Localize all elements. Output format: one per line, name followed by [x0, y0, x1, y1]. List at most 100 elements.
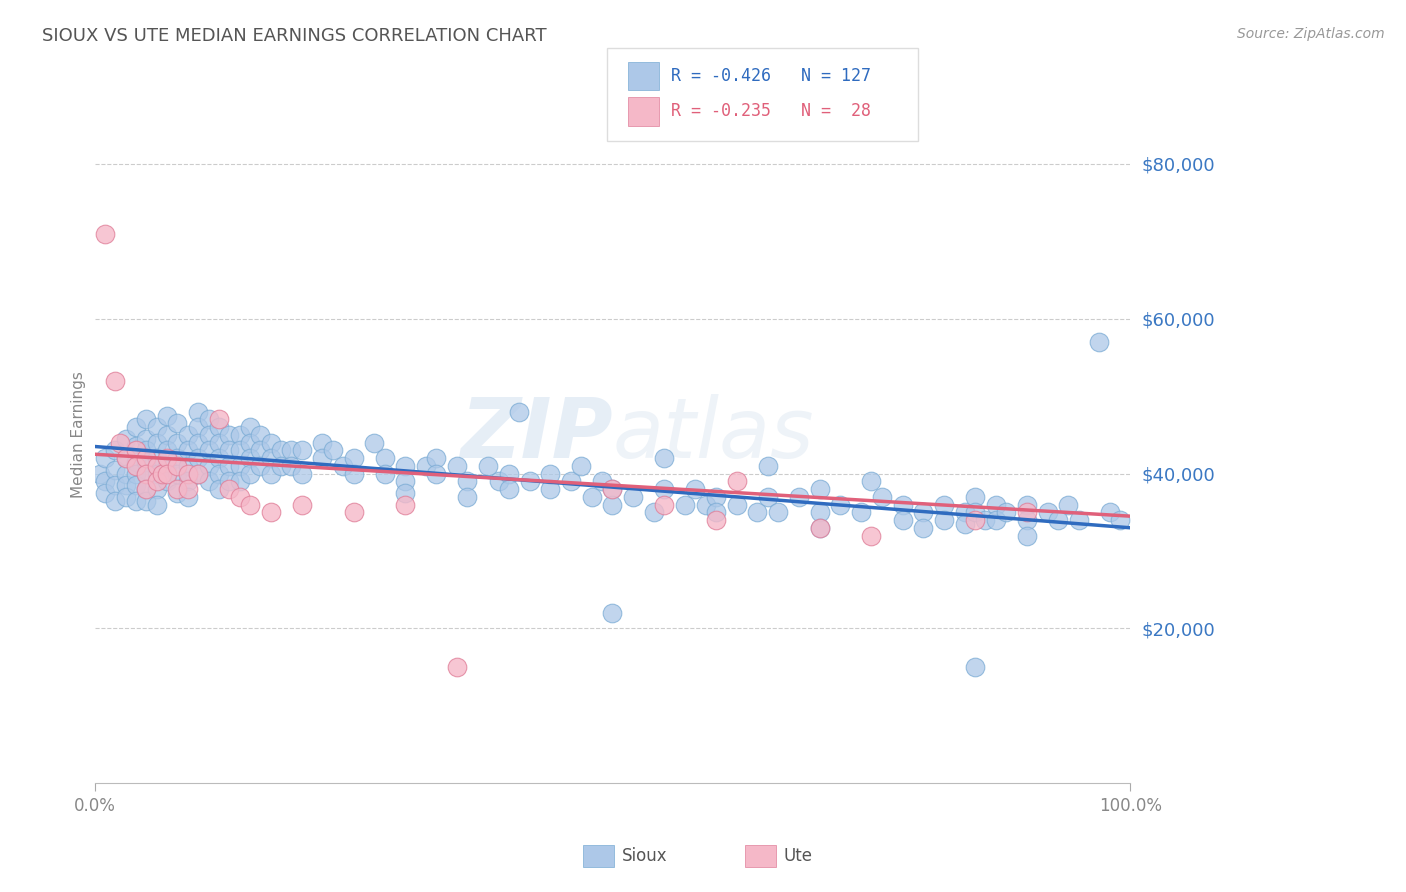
Point: [239, 467, 262, 481]
Point: [228, 458, 250, 473]
Point: [291, 443, 314, 458]
Point: [602, 498, 624, 512]
Point: [456, 490, 478, 504]
Point: [104, 374, 127, 388]
Point: [135, 467, 157, 481]
Point: [208, 412, 231, 426]
Point: [1046, 513, 1069, 527]
Point: [125, 493, 148, 508]
Point: [249, 443, 271, 458]
Point: [135, 443, 157, 458]
Point: [995, 505, 1018, 519]
Point: [187, 420, 209, 434]
Point: [104, 443, 127, 458]
Point: [114, 490, 136, 504]
Point: [145, 420, 167, 434]
Point: [197, 443, 219, 458]
Point: [291, 498, 314, 512]
Point: [415, 458, 437, 473]
Point: [110, 435, 132, 450]
Point: [177, 475, 200, 489]
Point: [704, 513, 727, 527]
Point: [342, 451, 364, 466]
Point: [239, 451, 262, 466]
Point: [228, 475, 250, 489]
Y-axis label: Median Earnings: Median Earnings: [72, 371, 86, 499]
Point: [94, 227, 117, 241]
Point: [135, 493, 157, 508]
Point: [125, 443, 148, 458]
Point: [808, 521, 831, 535]
Point: [498, 467, 520, 481]
Point: [218, 443, 240, 458]
Point: [394, 498, 416, 512]
Point: [581, 490, 603, 504]
Point: [260, 435, 283, 450]
Point: [135, 467, 157, 481]
Point: [394, 458, 416, 473]
Point: [488, 475, 510, 489]
Point: [963, 490, 986, 504]
Point: [953, 516, 976, 531]
Point: [208, 451, 231, 466]
Point: [145, 475, 167, 489]
Point: [89, 467, 111, 481]
Point: [342, 467, 364, 481]
Point: [725, 498, 748, 512]
Point: [270, 458, 292, 473]
Point: [725, 475, 748, 489]
Point: [425, 467, 447, 481]
Point: [208, 482, 231, 496]
Point: [311, 451, 333, 466]
Point: [208, 420, 231, 434]
Point: [932, 498, 955, 512]
Point: [621, 490, 644, 504]
Point: [166, 467, 188, 481]
Point: [974, 513, 997, 527]
Point: [870, 490, 893, 504]
Point: [860, 528, 883, 542]
Point: [808, 482, 831, 496]
Point: [830, 498, 852, 512]
Point: [591, 475, 613, 489]
Point: [891, 498, 914, 512]
Text: R = -0.235   N =  28: R = -0.235 N = 28: [671, 103, 870, 120]
Text: ZIP: ZIP: [460, 394, 613, 475]
Point: [704, 505, 727, 519]
Point: [187, 451, 209, 466]
Point: [260, 505, 283, 519]
Point: [1015, 513, 1038, 527]
Point: [249, 428, 271, 442]
Point: [446, 458, 468, 473]
Point: [787, 490, 810, 504]
Point: [156, 458, 179, 473]
Text: Ute: Ute: [783, 847, 813, 865]
Point: [1067, 513, 1090, 527]
Point: [425, 451, 447, 466]
Point: [374, 467, 396, 481]
Point: [125, 458, 148, 473]
Point: [519, 475, 541, 489]
Point: [446, 660, 468, 674]
Point: [150, 467, 173, 481]
Point: [125, 455, 148, 469]
Point: [332, 458, 354, 473]
Point: [125, 467, 148, 481]
Text: R = -0.426   N = 127: R = -0.426 N = 127: [671, 67, 870, 85]
Point: [187, 404, 209, 418]
Point: [197, 458, 219, 473]
Point: [94, 475, 117, 489]
Point: [602, 606, 624, 620]
Point: [166, 482, 188, 496]
Point: [1098, 505, 1121, 519]
Point: [156, 428, 179, 442]
Point: [652, 482, 675, 496]
Point: [963, 505, 986, 519]
Point: [643, 505, 665, 519]
Point: [538, 467, 561, 481]
Point: [932, 513, 955, 527]
Point: [1036, 505, 1059, 519]
Point: [280, 458, 302, 473]
Point: [135, 432, 157, 446]
Point: [311, 435, 333, 450]
